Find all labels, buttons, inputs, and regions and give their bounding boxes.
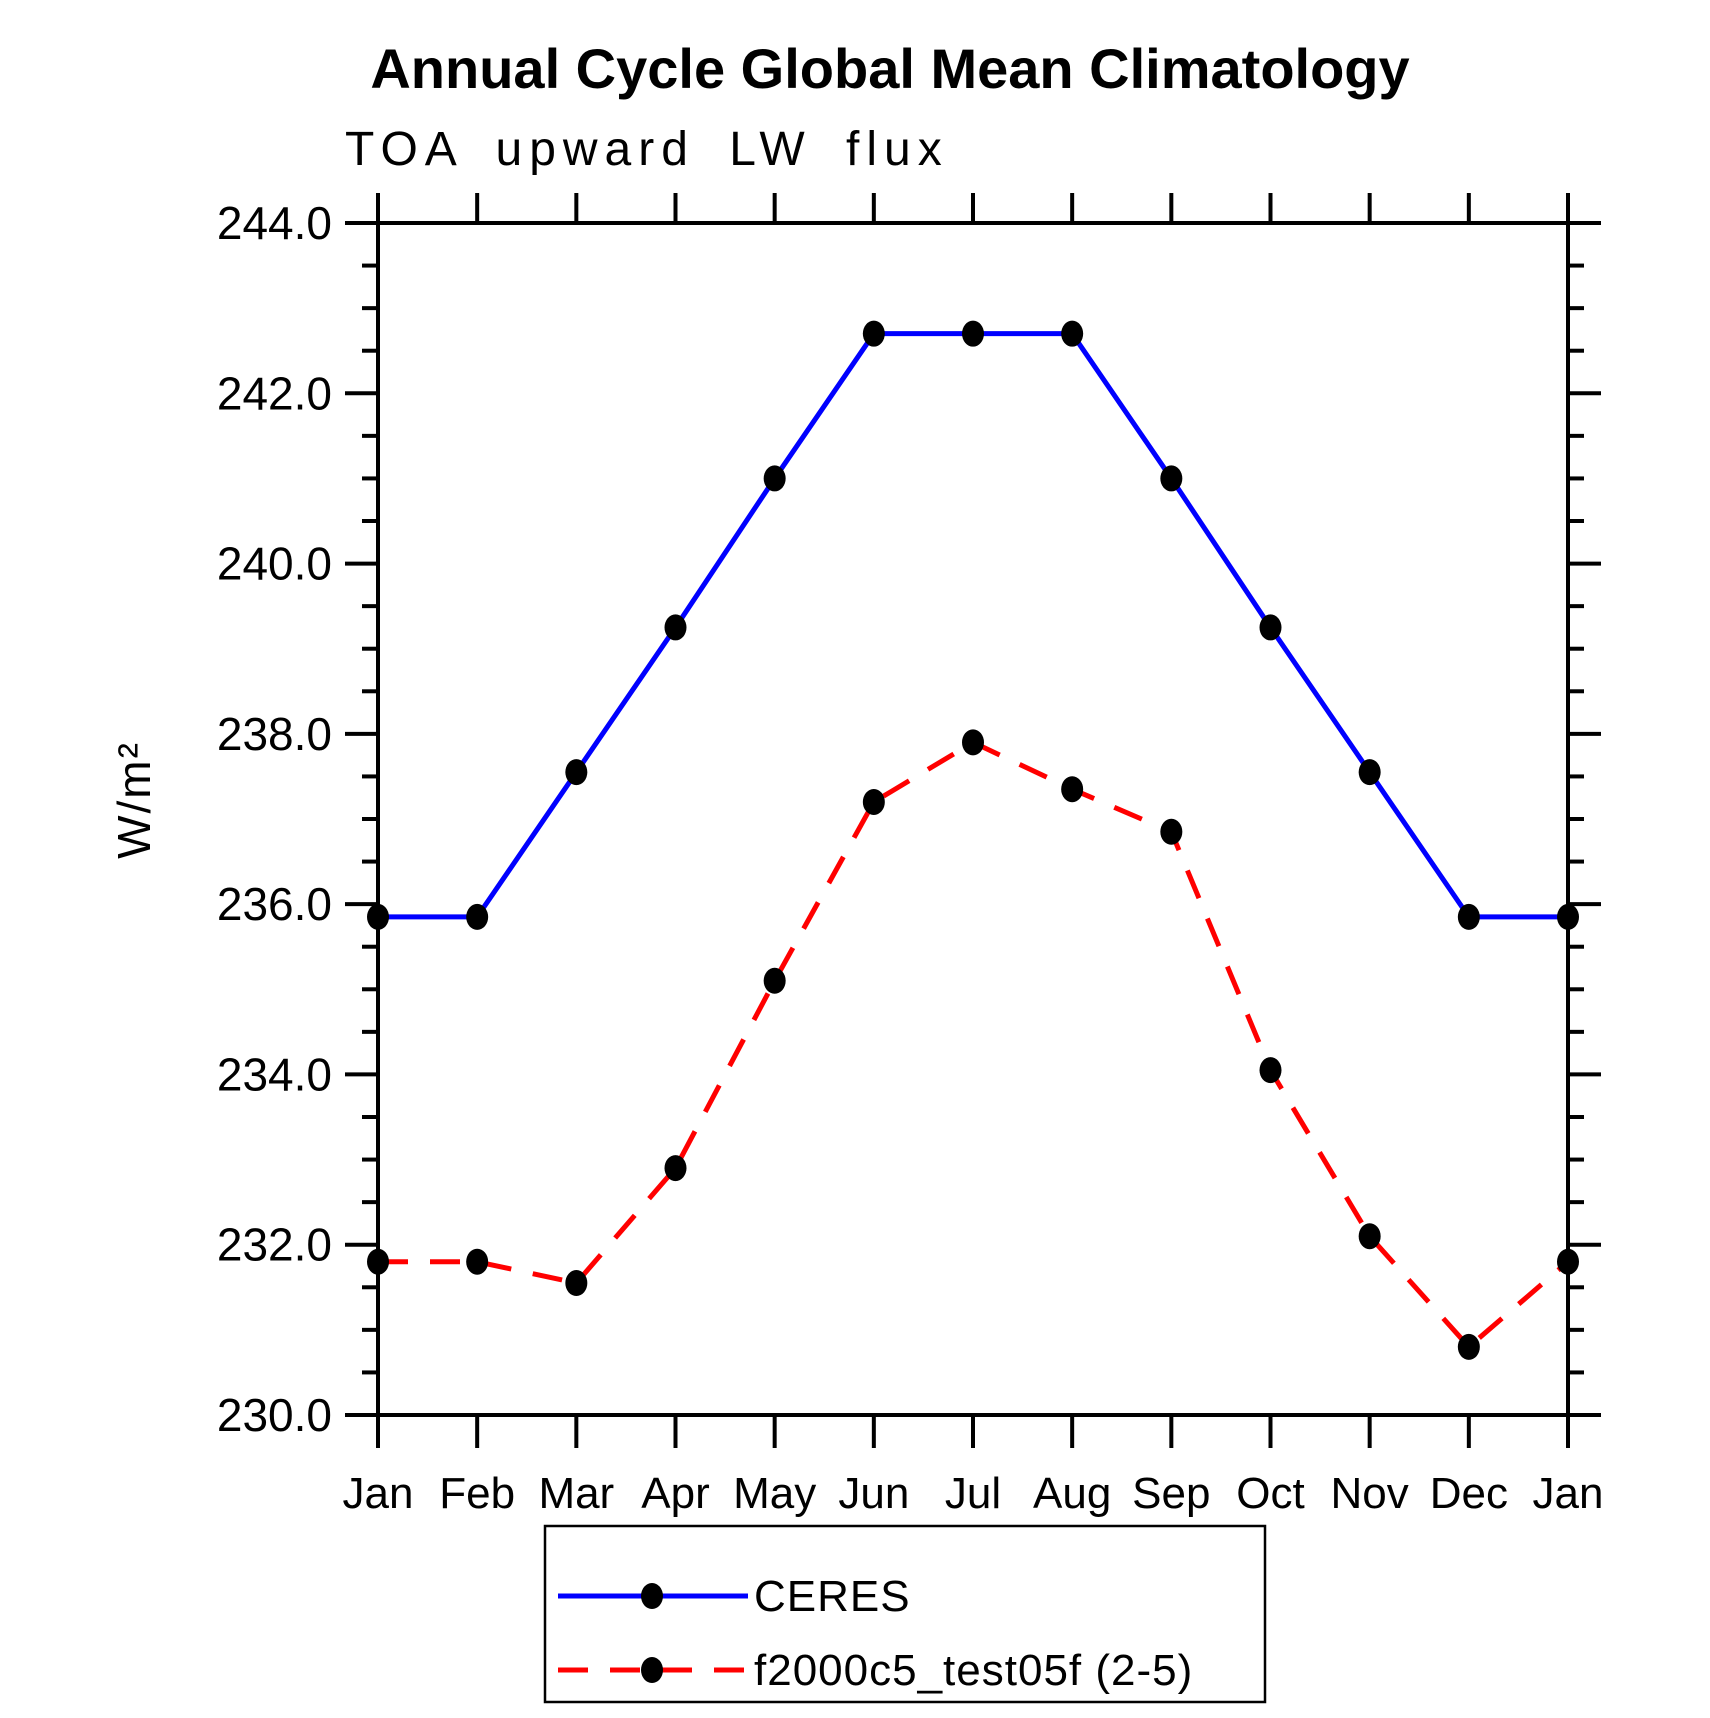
x-tick-label: May [733, 1469, 816, 1518]
x-tick-label: Jul [945, 1469, 1001, 1518]
data-point-marker [1160, 818, 1183, 845]
x-tick-label: Aug [1033, 1469, 1111, 1518]
series-line-0 [378, 331, 1568, 920]
x-tick-label: Oct [1236, 1469, 1304, 1518]
data-point-marker [1259, 1057, 1282, 1084]
legend-label-f2000c5: f2000c5_test05f (2-5) [754, 1646, 1193, 1695]
data-series [367, 320, 1579, 1360]
x-tick-label: Nov [1331, 1469, 1409, 1518]
plot-axes: Jan Feb Mar Apr May Jun Jul Aug Sep Oct Nov Dec Jan2… [217, 193, 1604, 1518]
data-point-marker [962, 320, 984, 347]
data-point-marker [1557, 1248, 1579, 1275]
plot-frame [376, 221, 1570, 1417]
data-point-marker [1457, 903, 1480, 930]
data-point-marker [1358, 1223, 1381, 1250]
data-point-marker [565, 759, 588, 786]
series-line-1 [378, 739, 1570, 1351]
data-point-marker [466, 1248, 489, 1275]
x-tick-label: Feb [439, 1469, 515, 1518]
legend: CERES f2000c5_test05f (2-5) [543, 1524, 1267, 1704]
y-tick-label: 236.0 [217, 878, 332, 930]
legend-marker-ceres [641, 1583, 663, 1609]
legend-box [543, 1524, 1267, 1704]
data-point-marker [466, 903, 489, 930]
data-point-marker [763, 465, 786, 492]
data-point-marker [962, 729, 984, 756]
chart-subtitle: TOA upward LW flux [345, 123, 949, 176]
chart-title: Annual Cycle Global Mean Climatology [370, 37, 1409, 100]
x-tick-label: Jun [838, 1469, 909, 1518]
y-tick-label: 232.0 [217, 1219, 332, 1271]
data-point-marker [1061, 776, 1084, 803]
data-point-marker [1259, 614, 1282, 641]
data-point-marker [367, 1248, 389, 1275]
y-axis-label: W/m² [108, 741, 160, 859]
data-point-marker [1557, 903, 1579, 930]
legend-label-ceres: CERES [754, 1572, 911, 1621]
data-point-marker [367, 903, 389, 930]
x-tick-label: Mar [538, 1469, 614, 1518]
data-point-marker [763, 967, 786, 994]
y-tick-label: 240.0 [217, 538, 332, 590]
data-point-marker [1457, 1333, 1480, 1360]
x-tick-label: Sep [1132, 1469, 1210, 1518]
x-tick-label: Dec [1430, 1469, 1508, 1518]
data-point-marker [862, 320, 885, 347]
legend-marker-f2000c5 [641, 1657, 663, 1683]
y-tick-label: 238.0 [217, 708, 332, 760]
y-tick-label: 234.0 [217, 1048, 332, 1100]
x-tick-label: Apr [641, 1469, 709, 1518]
data-point-marker [1358, 759, 1381, 786]
data-point-marker [1160, 465, 1183, 492]
data-point-marker [1061, 320, 1084, 347]
x-tick-label: Jan [1533, 1469, 1604, 1518]
data-point-marker [862, 788, 885, 815]
x-tick-label: Jan [343, 1469, 414, 1518]
data-point-marker [565, 1270, 588, 1297]
y-tick-label: 244.0 [217, 197, 332, 249]
y-tick-label: 230.0 [217, 1389, 332, 1441]
y-tick-label: 242.0 [217, 367, 332, 419]
data-point-marker [664, 614, 687, 641]
data-point-marker [664, 1155, 687, 1182]
